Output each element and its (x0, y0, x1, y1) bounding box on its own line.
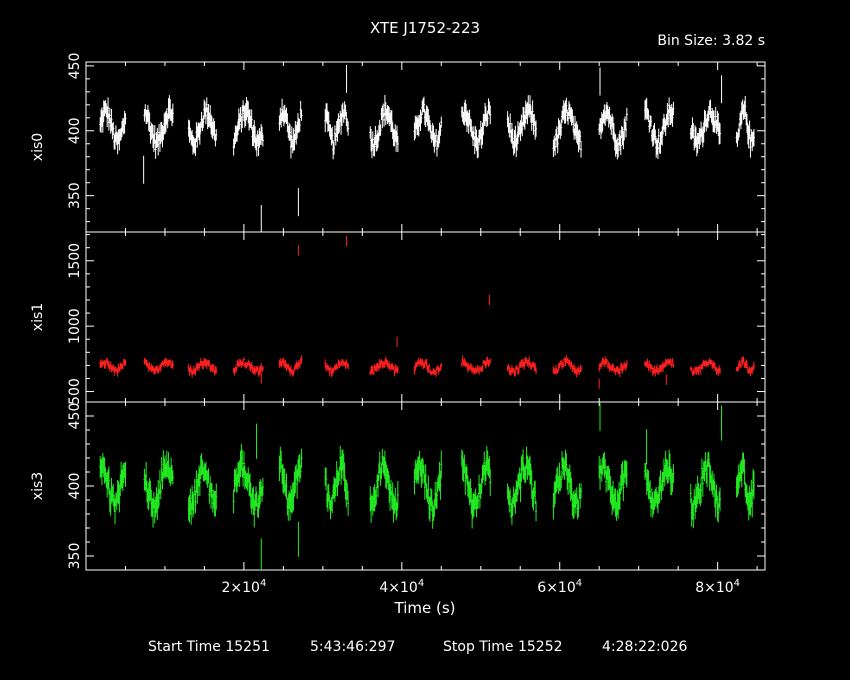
y-tick-label: 400 (67, 473, 83, 500)
y-tick-label: 1000 (67, 308, 83, 344)
bin-size-label: Bin Size: 3.82 s (657, 33, 765, 49)
y-tick-label: 500 (67, 378, 83, 405)
y-tick-label: 350 (67, 543, 83, 570)
panel-frame-xis1 (85, 231, 766, 403)
stop-time-value: 4:28:22:026 (602, 639, 688, 655)
data-points (99, 64, 755, 570)
x-tick-label: 8×104 (695, 578, 740, 596)
y-tick-label: 400 (67, 117, 83, 144)
y-tick-label: 450 (67, 53, 83, 80)
y-tick-label: 1500 (67, 243, 83, 279)
axis-labels: 2×104 4×104 6×104 8×10435040045050010001500… (67, 53, 740, 596)
x-tick-label: 4×104 (379, 578, 424, 596)
x-tick-label: 6×104 (537, 578, 582, 596)
x-axis-label: Time (s) (394, 599, 456, 617)
axis-ticks (86, 62, 765, 571)
chart-title: XTE J1752-223 (370, 19, 480, 37)
y-axis-label-xis3: xis3 (30, 472, 46, 500)
x-tick-label: 2×104 (221, 578, 266, 596)
start-time-label: Start Time 15251 (148, 639, 270, 655)
stop-time-label: Stop Time 15252 (443, 639, 563, 655)
plot-frames (85, 61, 766, 571)
y-tick-label: 450 (67, 403, 83, 430)
panel-frame-xis0 (85, 61, 766, 233)
y-axis-label-xis1: xis1 (30, 303, 46, 331)
y-tick-label: 350 (67, 182, 83, 209)
start-time-value: 5:43:46:297 (310, 639, 395, 655)
y-axis-label-xis0: xis0 (30, 133, 46, 161)
